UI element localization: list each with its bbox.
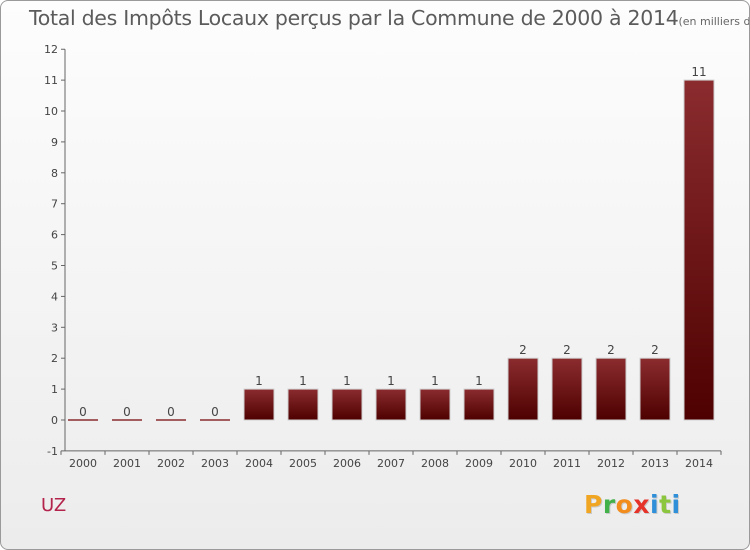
bar: [243, 388, 275, 421]
logo-letter: i: [671, 490, 681, 519]
bar: [331, 388, 363, 421]
y-tick-label: 2: [51, 352, 58, 365]
data-label: 1: [387, 374, 395, 388]
proxiti-logo: Proxiti: [584, 490, 681, 519]
x-tick-label: 2007: [377, 457, 405, 470]
x-tick-label: 2012: [597, 457, 625, 470]
bar: [551, 357, 583, 421]
x-tick-label: 2011: [553, 457, 581, 470]
data-label: 2: [651, 343, 659, 357]
y-tick-label: 5: [51, 260, 58, 273]
x-tick-label: 2001: [113, 457, 141, 470]
data-label: 0: [79, 405, 87, 419]
x-tick-label: 2002: [157, 457, 185, 470]
bar: [639, 357, 671, 421]
bar: [375, 388, 407, 421]
x-tick-label: 2005: [289, 457, 317, 470]
logo-letter: r: [602, 490, 616, 519]
data-label: 0: [123, 405, 131, 419]
y-tick-label: 11: [44, 74, 58, 87]
y-tick-label: 0: [51, 414, 58, 427]
data-label: 1: [431, 374, 439, 388]
y-tick-label: 4: [51, 290, 58, 303]
logo-letter: x: [633, 490, 650, 519]
bar: [683, 79, 715, 421]
y-tick-label: 10: [44, 105, 58, 118]
logo-letter: P: [584, 490, 603, 519]
commune-name: UZ: [41, 495, 67, 516]
y-tick-label: 12: [44, 43, 58, 56]
x-tick-label: 2013: [641, 457, 669, 470]
title-unit: (en milliers d'€): [678, 15, 750, 28]
data-label: 0: [167, 405, 175, 419]
y-tick-label: 1: [51, 383, 58, 396]
data-label: 11: [691, 65, 706, 79]
logo-letter: t: [659, 490, 672, 519]
logo-letter: o: [615, 490, 634, 519]
bar: [287, 388, 319, 421]
x-tick-label: 2008: [421, 457, 449, 470]
data-label: 1: [343, 374, 351, 388]
y-tick-label: 8: [51, 167, 58, 180]
title-text: Total des Impôts Locaux perçus par la Co…: [29, 6, 679, 30]
data-label: 2: [607, 343, 615, 357]
x-tick-label: 2009: [465, 457, 493, 470]
data-label: 2: [563, 343, 571, 357]
y-tick-label: 7: [51, 198, 58, 211]
x-tick-label: 2000: [69, 457, 97, 470]
chart-title: Total des Impôts Locaux perçus par la Co…: [29, 6, 750, 30]
logo-letter: i: [650, 490, 660, 519]
data-label: 2: [519, 343, 527, 357]
bar: [595, 357, 627, 421]
bar: [507, 357, 539, 421]
y-tick-label: 3: [51, 321, 58, 334]
data-label: 1: [255, 374, 263, 388]
x-tick-label: 2004: [245, 457, 273, 470]
x-tick-label: 2003: [201, 457, 229, 470]
data-label: 0: [211, 405, 219, 419]
y-tick-label: 6: [51, 229, 58, 242]
bar: [463, 388, 495, 421]
y-tick-label: 9: [51, 136, 58, 149]
data-label: 1: [475, 374, 483, 388]
x-tick-label: 2010: [509, 457, 537, 470]
bar: [419, 388, 451, 421]
data-label: 1: [299, 374, 307, 388]
y-tick-label: -1: [47, 445, 58, 458]
x-tick-label: 2014: [685, 457, 713, 470]
x-tick-label: 2006: [333, 457, 361, 470]
